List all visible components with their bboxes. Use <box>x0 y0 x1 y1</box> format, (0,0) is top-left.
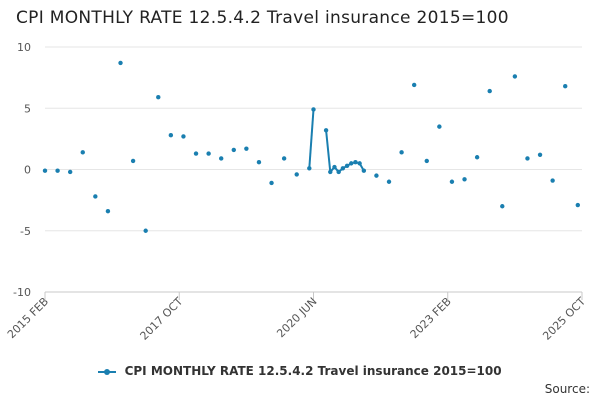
data-point <box>353 159 358 165</box>
data-point <box>328 169 333 175</box>
data-point <box>411 82 417 88</box>
data-point <box>332 164 337 170</box>
data-point <box>294 172 299 177</box>
data-point <box>323 128 329 133</box>
data-point <box>231 147 236 153</box>
y-tick-label: 0 <box>24 164 31 177</box>
x-tick-label: 2017 OCT <box>138 295 186 343</box>
data-point <box>437 124 442 129</box>
legend-label: CPI MONTHLY RATE 12.5.4.2 Travel insuran… <box>124 364 502 378</box>
data-point <box>42 168 48 173</box>
data-point <box>462 177 467 182</box>
data-point <box>143 228 148 233</box>
y-tick-label: 10 <box>17 41 31 54</box>
data-point <box>93 194 98 199</box>
legend-swatch <box>98 366 117 378</box>
y-tick-label: 5 <box>24 102 31 115</box>
data-point <box>424 158 429 164</box>
data-point <box>244 146 249 151</box>
data-point <box>525 156 530 161</box>
x-tick-label: 2025 OCT <box>540 295 588 343</box>
data-point <box>449 179 455 184</box>
data-point <box>156 95 161 100</box>
x-tick-label: 2020 JUN <box>274 295 319 340</box>
x-tick-label: 2015 FEB <box>5 295 51 341</box>
data-point <box>474 155 480 160</box>
data-point <box>80 150 85 155</box>
data-point <box>281 156 287 161</box>
data-point <box>105 208 111 214</box>
data-point <box>55 168 60 173</box>
series-line <box>308 109 315 169</box>
y-tick-label: -10 <box>13 286 31 299</box>
data-point <box>168 133 174 138</box>
chart-title: CPI MONTHLY RATE 12.5.4.2 Travel insuran… <box>16 8 509 28</box>
source-label: Source: <box>544 382 590 396</box>
data-point <box>219 156 224 161</box>
data-point <box>487 88 492 94</box>
data-point <box>500 204 505 209</box>
data-point <box>575 202 581 208</box>
data-point <box>181 134 186 139</box>
data-point <box>311 107 316 112</box>
data-point <box>336 169 341 175</box>
y-tick-label: -5 <box>20 225 31 238</box>
data-point <box>349 161 354 166</box>
data-point <box>399 150 404 155</box>
data-point <box>130 158 136 164</box>
data-point <box>307 166 312 171</box>
data-point <box>537 152 543 157</box>
data-point <box>206 151 211 156</box>
x-tick-label: 2023 FEB <box>408 295 454 341</box>
data-point <box>67 169 73 175</box>
data-point <box>256 159 262 165</box>
data-point <box>550 178 555 183</box>
data-point <box>357 161 362 166</box>
data-point <box>361 168 367 173</box>
data-point <box>386 179 392 184</box>
data-point <box>374 173 379 178</box>
data-point <box>193 151 199 156</box>
data-point <box>512 74 518 79</box>
data-point <box>344 163 350 169</box>
data-point <box>340 166 346 171</box>
data-point <box>563 84 568 89</box>
data-point <box>269 180 274 186</box>
data-point <box>118 60 123 66</box>
chart-legend[interactable]: CPI MONTHLY RATE 12.5.4.2 Travel insuran… <box>0 364 600 378</box>
